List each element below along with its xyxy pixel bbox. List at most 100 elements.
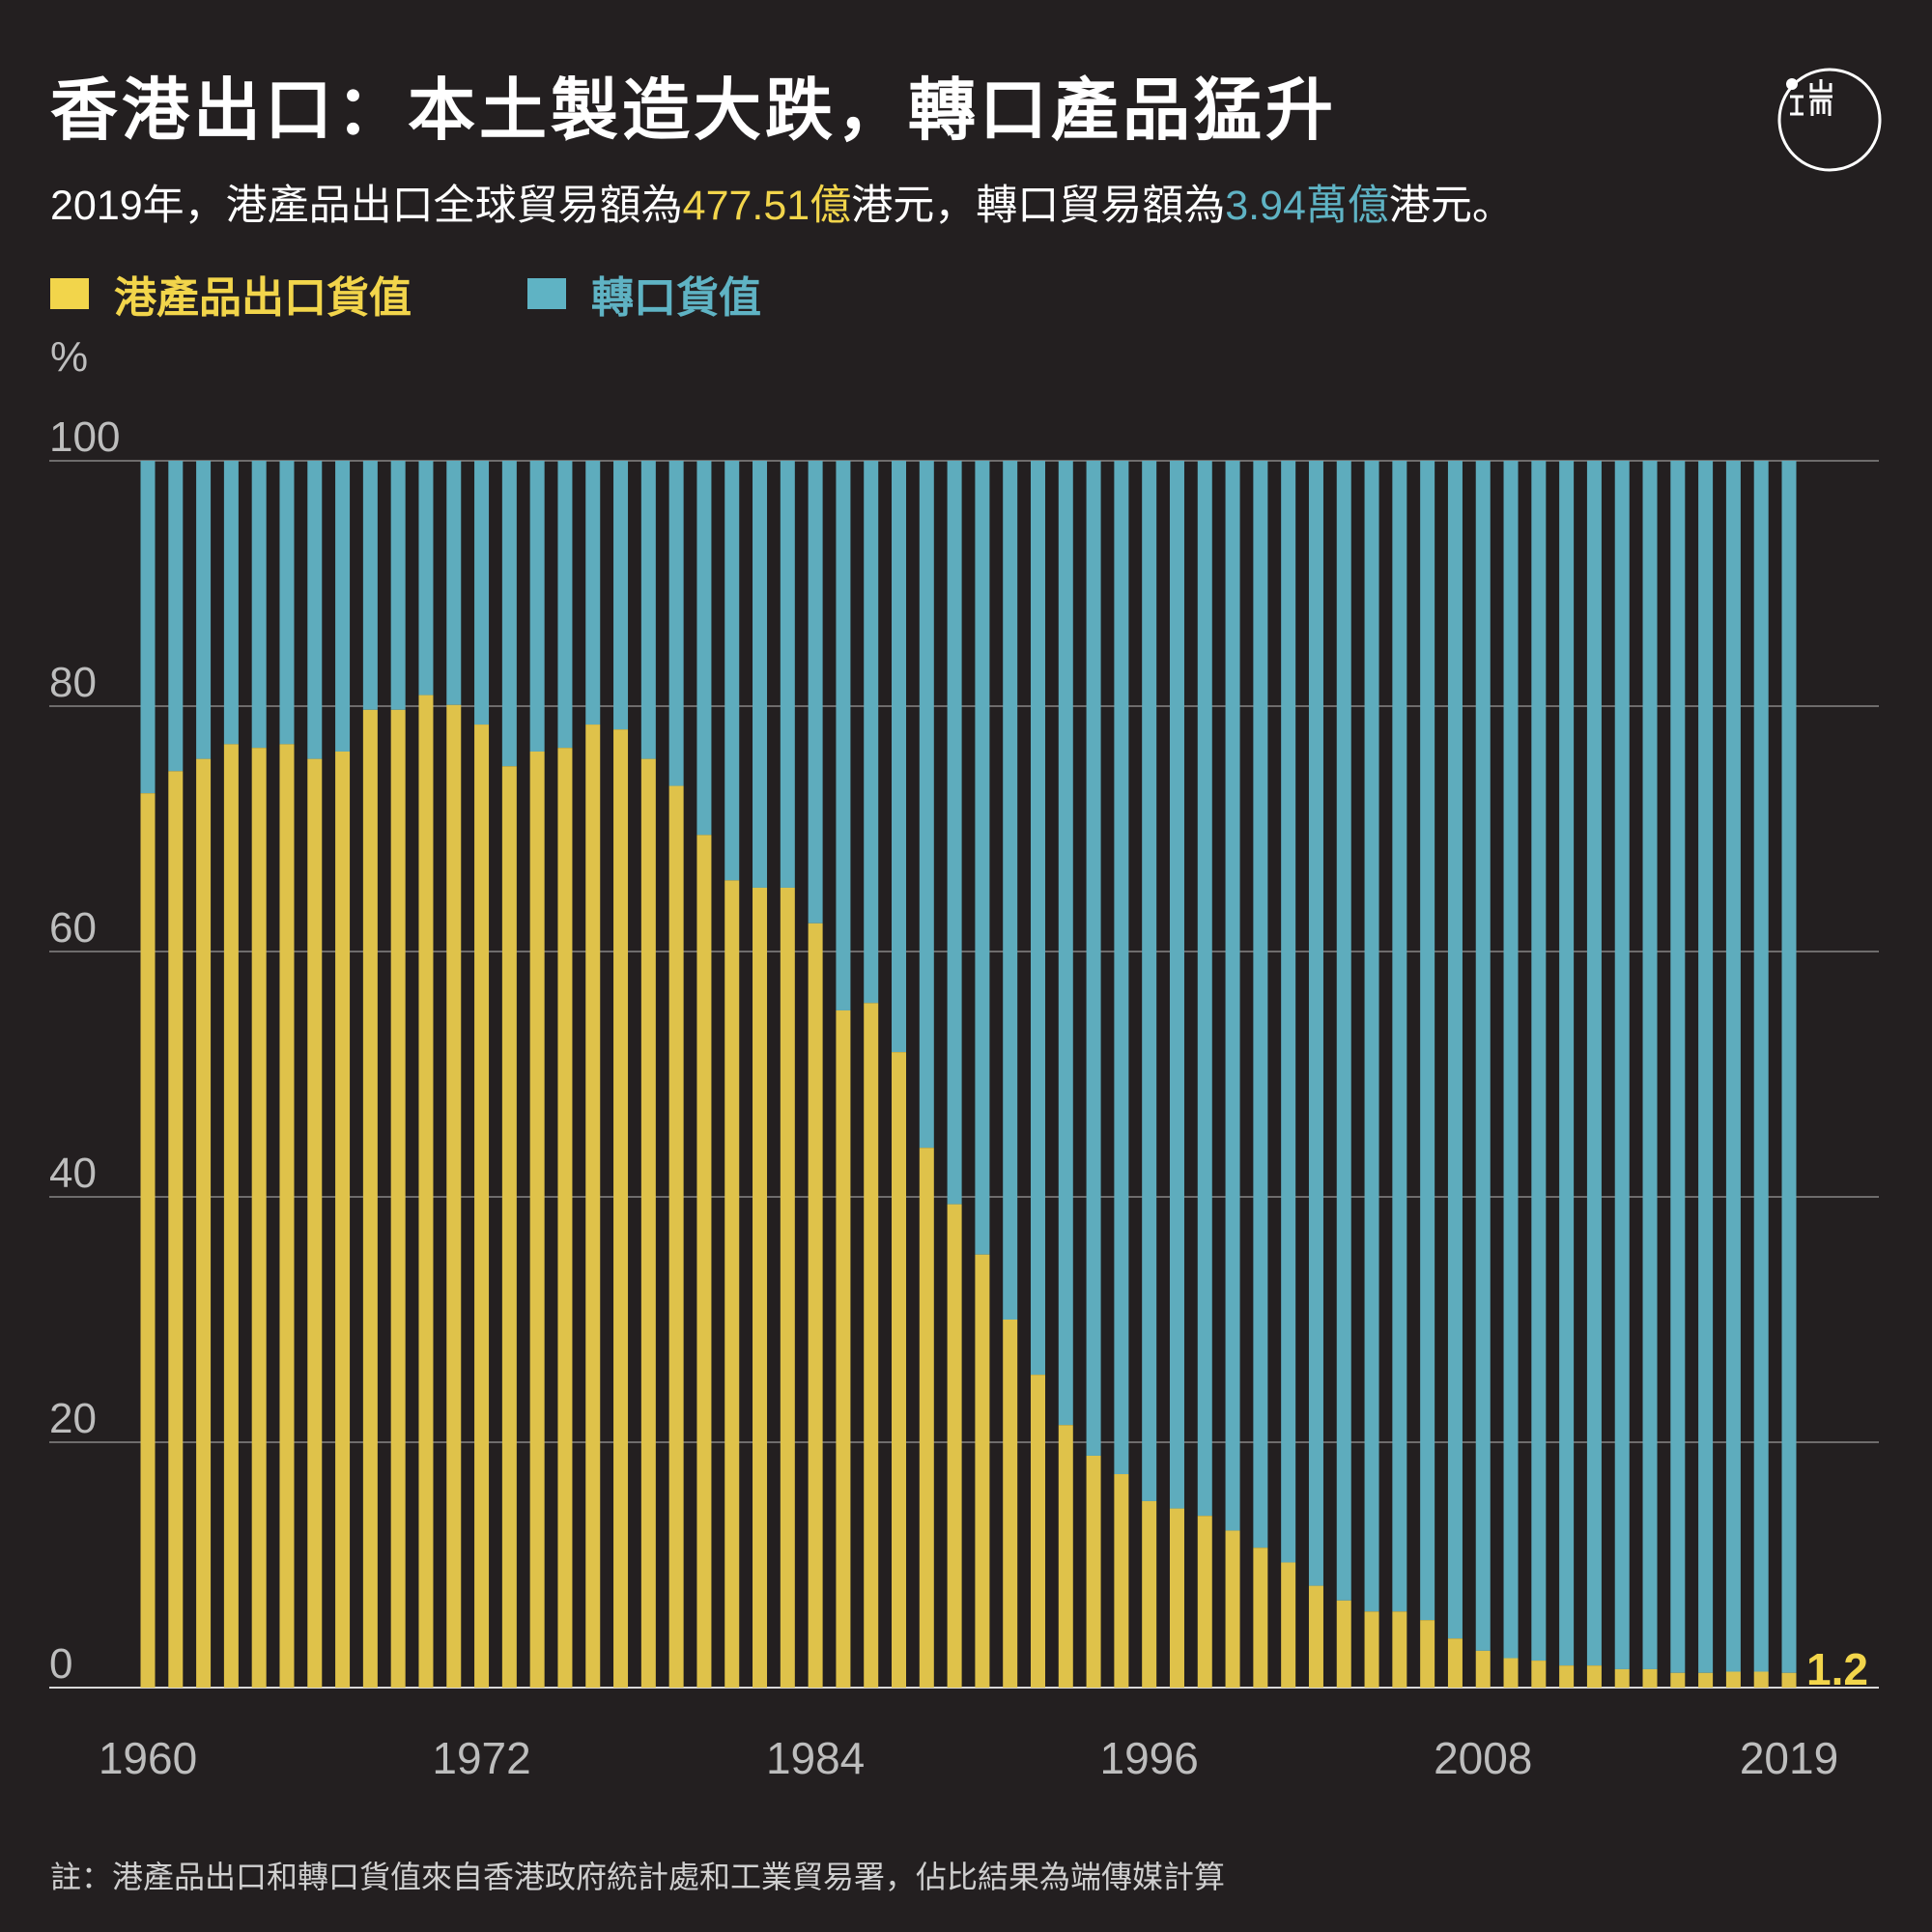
domestic-export-value: 477.51億 (682, 183, 852, 229)
legend-swatch-teal (527, 278, 566, 309)
bar-reexport-1993 (1058, 461, 1073, 1426)
legend-swatch-yellow (50, 278, 89, 309)
footnote: 註：港產品出口和轉口貨值來自香港政府統計處和工業貿易署，佔比結果為端傳媒計算 (50, 1860, 1226, 1894)
bar-domestic-2005 (1392, 1611, 1407, 1688)
bar-domestic-1960 (140, 793, 156, 1688)
bar-domestic-1990 (975, 1254, 990, 1688)
bar-domestic-1986 (864, 1003, 879, 1688)
bar-reexport-1994 (1086, 461, 1101, 1456)
bar-domestic-1975 (557, 748, 573, 1688)
bar-domestic-1988 (919, 1148, 934, 1688)
bar-domestic-1974 (529, 751, 545, 1688)
bar-domestic-1982 (753, 887, 768, 1688)
x-tick-label: 1996 (1100, 1733, 1199, 1783)
bar-domestic-1995 (1114, 1474, 1129, 1688)
y-axis-label: % (50, 333, 88, 381)
bar-reexport-1975 (557, 461, 573, 749)
bar-reexport-2012 (1586, 461, 1602, 1666)
bar-domestic-1969 (390, 709, 406, 1688)
bar-reexport-1963 (223, 461, 239, 745)
bar-domestic-1980 (696, 835, 712, 1688)
bar-reexport-2013 (1614, 461, 1630, 1669)
bar-domestic-2001 (1281, 1562, 1296, 1688)
bar-reexport-1992 (1030, 461, 1045, 1376)
legend-reexport: 轉口貨值 (527, 263, 761, 325)
bar-reexport-2005 (1392, 461, 1407, 1612)
bar-reexport-1970 (418, 461, 434, 696)
bar-reexport-1973 (501, 461, 517, 767)
bar-reexport-2003 (1336, 461, 1351, 1601)
bar-domestic-1985 (836, 1009, 851, 1688)
bar-domestic-1979 (668, 785, 684, 1688)
bar-reexport-1976 (585, 461, 601, 725)
bar-domestic-1997 (1169, 1508, 1184, 1688)
bar-domestic-1965 (279, 744, 295, 1688)
bar-reexport-1991 (1003, 461, 1018, 1320)
bar-reexport-1980 (696, 461, 712, 836)
bar-reexport-1988 (919, 461, 934, 1149)
bar-domestic-2016 (1698, 1672, 1714, 1688)
bar-domestic-2018 (1753, 1671, 1769, 1688)
bar-reexport-2008 (1475, 461, 1491, 1651)
bar-domestic-2003 (1336, 1600, 1351, 1688)
bar-reexport-1967 (335, 461, 351, 752)
subtitle-text: 港元，轉口貿易額為 (851, 183, 1226, 229)
bar-domestic-1976 (585, 724, 601, 1688)
x-tick-label: 2019 (1740, 1733, 1838, 1783)
bar-reexport-2010 (1531, 461, 1547, 1662)
bar-domestic-1984 (808, 923, 823, 1688)
bar-reexport-1969 (390, 461, 406, 710)
bar-domestic-1961 (168, 771, 184, 1688)
bar-domestic-1999 (1225, 1530, 1240, 1688)
bar-domestic-2011 (1559, 1665, 1575, 1688)
y-tick-label: 60 (49, 904, 97, 952)
bar-reexport-2017 (1725, 461, 1741, 1672)
bar-domestic-1964 (251, 748, 267, 1688)
bar-reexport-1972 (474, 461, 490, 725)
bar-reexport-2001 (1281, 461, 1296, 1563)
bar-domestic-1987 (892, 1052, 907, 1688)
bar-domestic-1966 (307, 758, 323, 1688)
bar-domestic-1972 (474, 724, 490, 1688)
bar-reexport-1982 (753, 461, 768, 888)
bar-reexport-1984 (808, 461, 823, 923)
bar-domestic-2006 (1420, 1620, 1435, 1688)
y-tick-label: 20 (49, 1395, 97, 1442)
bar-domestic-1981 (724, 880, 740, 1688)
bar-reexport-2015 (1670, 461, 1686, 1673)
bar-domestic-2000 (1253, 1548, 1268, 1688)
initium-logo-icon (1777, 68, 1882, 172)
bar-reexport-2000 (1253, 461, 1268, 1548)
bar-reexport-1985 (836, 461, 851, 1010)
bar-domestic-1996 (1142, 1500, 1157, 1688)
bar-domestic-1983 (780, 887, 795, 1688)
bar-domestic-2008 (1475, 1650, 1491, 1688)
subtitle-text: 港元。 (1388, 183, 1514, 229)
bar-domestic-1993 (1058, 1425, 1073, 1688)
bar-reexport-1968 (362, 461, 378, 710)
bar-domestic-1978 (640, 758, 656, 1688)
bar-reexport-2009 (1503, 461, 1519, 1659)
bar-reexport-1986 (864, 461, 879, 1004)
y-tick-label: 40 (49, 1150, 97, 1197)
bar-reexport-1960 (140, 461, 156, 794)
bar-reexport-1983 (780, 461, 795, 888)
bar-domestic-2019 (1781, 1672, 1797, 1688)
y-tick-label: 0 (49, 1640, 72, 1688)
bar-reexport-2004 (1364, 461, 1379, 1612)
bar-domestic-2004 (1364, 1611, 1379, 1688)
bar-reexport-1962 (196, 461, 212, 759)
bar-domestic-1989 (947, 1204, 962, 1688)
bar-domestic-1968 (362, 709, 378, 1688)
bar-reexport-1965 (279, 461, 295, 745)
chart-title: 香港出口：本土製造大跌，轉口產品猛升 (50, 72, 1337, 148)
bar-domestic-1992 (1030, 1375, 1045, 1688)
bar-reexport-1997 (1169, 461, 1184, 1509)
bar-domestic-2015 (1670, 1672, 1686, 1688)
bar-domestic-2014 (1642, 1668, 1658, 1688)
bar-reexport-2018 (1753, 461, 1769, 1672)
y-tick-label: 100 (49, 413, 120, 461)
bar-reexport-1966 (307, 461, 323, 759)
bar-reexport-1998 (1197, 461, 1212, 1517)
legend-label: 轉口貨值 (591, 274, 761, 322)
